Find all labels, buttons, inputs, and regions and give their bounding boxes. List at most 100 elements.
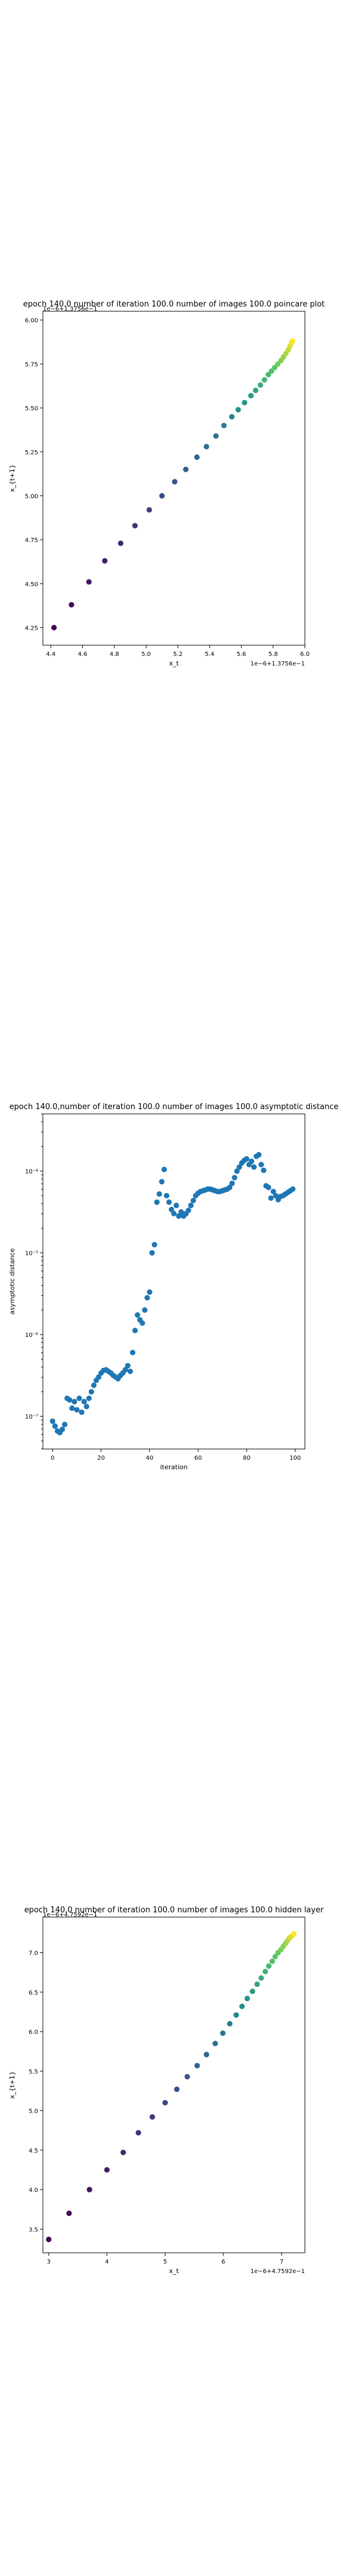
- data-point: [212, 2041, 219, 2046]
- data-point: [169, 1206, 174, 1212]
- data-point: [135, 2130, 141, 2136]
- data-point: [185, 1208, 192, 1213]
- data-point: [258, 1975, 264, 1981]
- data-point: [244, 1156, 250, 1162]
- x-tick-label: 4.6: [78, 651, 88, 658]
- data-point: [250, 1988, 255, 1995]
- data-point: [159, 493, 165, 499]
- x-tick-label: 0: [51, 1455, 54, 1462]
- data-point: [261, 1167, 267, 1174]
- data-point: [194, 2063, 200, 2069]
- data-point: [252, 388, 258, 394]
- data-point: [232, 1175, 238, 1181]
- x-tick-label: 5.4: [205, 651, 214, 658]
- data-point: [172, 479, 177, 485]
- data-point: [162, 2100, 168, 2106]
- chart-title: epoch 140.0 number of iteration 100.0 nu…: [24, 1906, 324, 1915]
- data-point: [268, 1195, 274, 1201]
- data-point: [144, 1295, 150, 1301]
- y-tick-label: 3.5: [29, 2227, 38, 2233]
- y-tick-label: 10⁻⁷: [25, 1414, 38, 1420]
- data-point: [149, 2114, 155, 2120]
- data-point: [74, 1407, 80, 1413]
- data-point: [190, 1197, 197, 1203]
- y-tick-label: 10⁻⁶: [25, 1332, 38, 1339]
- y-tick-label: 4.5: [29, 2148, 38, 2154]
- data-point: [59, 1426, 66, 1432]
- x-offset-label: 1e−6+4.7592e−1: [250, 2268, 305, 2275]
- data-point: [91, 1382, 97, 1388]
- data-point: [272, 364, 277, 370]
- data-point: [76, 1395, 82, 1401]
- data-point: [290, 1186, 296, 1192]
- data-point: [234, 1168, 240, 1174]
- data-point: [149, 1250, 155, 1256]
- data-point: [52, 1423, 58, 1429]
- data-point: [67, 1397, 73, 1403]
- data-point: [213, 433, 219, 439]
- data-point: [135, 1312, 141, 1318]
- plot-frame: [42, 1113, 305, 1450]
- data-point: [102, 558, 108, 564]
- data-point: [104, 2167, 110, 2173]
- data-point: [164, 1193, 170, 1199]
- data-point: [184, 2073, 191, 2080]
- x-tick-label: 5.2: [173, 651, 183, 658]
- data-point: [118, 540, 124, 546]
- x-tick-label: 5.0: [141, 651, 151, 658]
- data-point: [159, 1179, 165, 1185]
- y-axis-label: asymptotic distance: [8, 1248, 16, 1314]
- data-point: [194, 454, 200, 460]
- y-tick-label: 6.00: [25, 318, 38, 324]
- x-tick-label: 80: [243, 1455, 251, 1462]
- data-point: [46, 2236, 52, 2243]
- y-tick-label: 5.5: [29, 2069, 38, 2075]
- x-axis-label: x_t: [169, 2267, 179, 2275]
- data-point: [124, 1363, 131, 1368]
- data-point: [275, 361, 281, 367]
- data-point: [127, 1368, 133, 1374]
- data-point: [229, 414, 235, 420]
- x-tick-label: 3: [47, 2259, 51, 2265]
- y-axis-label: x_{t+1}: [8, 465, 16, 493]
- y-tick-label: 7.0: [29, 1950, 38, 1957]
- data-point: [254, 1981, 260, 1987]
- x-tick-label: 5.8: [269, 651, 278, 658]
- y-tick-label: 4.0: [29, 2187, 38, 2194]
- data-point: [81, 1398, 87, 1405]
- x-tick-label: 100: [289, 1455, 301, 1462]
- data-point: [176, 1213, 182, 1219]
- plot-frame: [42, 1916, 305, 2253]
- data-point: [258, 1162, 264, 1168]
- data-point: [266, 1963, 272, 1969]
- data-point: [233, 2012, 239, 2018]
- data-point: [154, 1199, 160, 1205]
- y-tick-label: 4.25: [25, 626, 38, 632]
- data-point: [220, 2030, 226, 2036]
- data-point: [204, 444, 210, 450]
- data-point: [239, 2004, 245, 2010]
- x-tick-label: 4: [105, 2259, 108, 2265]
- data-point: [269, 368, 275, 374]
- data-point: [49, 1418, 55, 1424]
- x-tick-label: 20: [97, 1455, 105, 1462]
- data-point: [139, 1320, 145, 1326]
- y-tick-label: 5.25: [25, 450, 38, 456]
- data-point: [132, 522, 138, 529]
- y-axis-label: x_{t+1}: [8, 2071, 16, 2099]
- data-point: [248, 392, 254, 399]
- y-offset-label: 1e−6+4.7592e−1: [43, 1912, 98, 1918]
- data-point: [146, 1289, 152, 1295]
- data-point: [151, 1241, 158, 1247]
- x-tick-label: 5.6: [236, 651, 246, 658]
- y-tick-label: 4.75: [25, 537, 38, 544]
- data-point: [122, 1367, 129, 1373]
- data-point: [248, 1158, 254, 1165]
- data-point: [236, 1164, 242, 1170]
- x-axis-label: x_t: [169, 660, 179, 667]
- data-point: [66, 2210, 72, 2216]
- data-point: [269, 1958, 275, 1964]
- data-point: [132, 1327, 138, 1333]
- data-point: [251, 1164, 257, 1170]
- data-point: [255, 1151, 262, 1158]
